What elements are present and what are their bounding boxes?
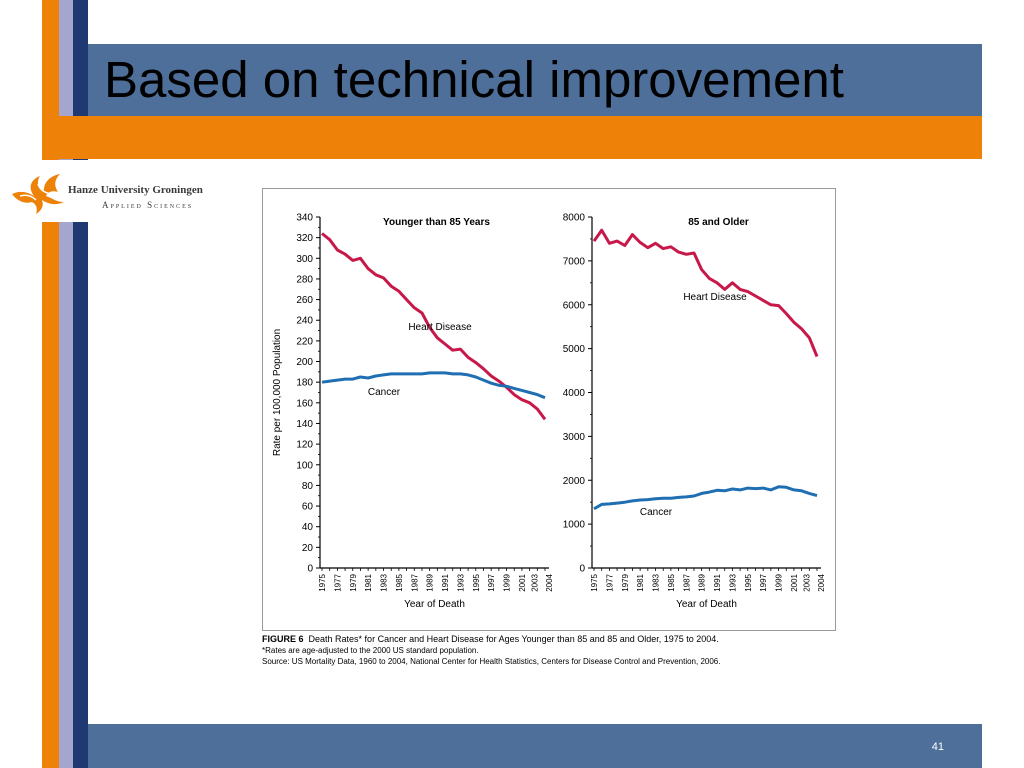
y-tick-label: 120 — [296, 440, 313, 451]
x-tick-label: 2003 — [530, 573, 539, 591]
figure-label: FIGURE 6 — [262, 634, 304, 644]
y-tick-label: 160 — [296, 398, 313, 409]
y-tick-label: 80 — [302, 481, 314, 492]
x-tick-label: 1993 — [728, 573, 737, 591]
y-tick-label: 220 — [296, 336, 313, 347]
x-tick-label: 2004 — [545, 573, 554, 591]
x-tick-label: 1989 — [698, 573, 707, 591]
y-tick-label: 5000 — [563, 344, 586, 355]
y-tick-label: 3000 — [563, 432, 586, 443]
y-tick-label: 100 — [296, 460, 313, 471]
x-tick-label: 1977 — [333, 573, 342, 591]
chart-younger-than-85: 0 20 40 60 80 100 120 140 160 180 200 220 240 260 280 3… — [272, 213, 554, 611]
x-tick-label: 1993 — [456, 573, 465, 591]
y-tick-label: 280 — [296, 274, 313, 285]
x-tick-label: 1995 — [472, 573, 481, 591]
x-tick-label: 1979 — [349, 573, 358, 591]
x-tick-label: 1983 — [380, 573, 389, 591]
charts-svg: 0 20 40 60 80 100 120 140 160 180 200 220 240 260 280 3… — [272, 213, 826, 611]
x-tick-label: 1983 — [652, 573, 661, 591]
page-number: 41 — [931, 741, 944, 753]
orange-header-band — [42, 116, 982, 159]
x-tick-label: 2001 — [790, 573, 799, 591]
y-tick-label: 40 — [302, 522, 314, 533]
x-tick-label: 1997 — [759, 573, 768, 591]
x-tick-label: 1985 — [667, 573, 676, 591]
y-axis-label: Rate per 100,000 Population — [272, 329, 283, 456]
y-tick-label: 7000 — [563, 256, 586, 267]
y-tick-label: 4000 — [563, 388, 586, 399]
logo-subtitle: Applied Sciences — [102, 200, 194, 210]
x-tick-label: 1975 — [590, 573, 599, 591]
y-tick-label: 140 — [296, 419, 313, 430]
x-tick-label: 1991 — [713, 573, 722, 591]
x-axis-label: Year of Death — [676, 599, 737, 610]
x-axis-label: Year of Death — [404, 599, 465, 610]
x-tick-label: 1999 — [775, 573, 784, 591]
series-line-cancer — [593, 485, 818, 511]
series-label-cancer: Cancer — [368, 387, 401, 398]
series-line-heart-disease — [321, 232, 547, 421]
y-tick-label: 8000 — [563, 213, 586, 224]
x-tick-label: 1975 — [318, 573, 327, 591]
x-tick-label: 1989 — [426, 573, 435, 591]
x-tick-label: 1991 — [441, 573, 450, 591]
y-tick-label: 20 — [302, 543, 314, 554]
y-tick-label: 180 — [296, 378, 313, 389]
y-tick-label: 320 — [296, 233, 313, 244]
y-tick-label: 300 — [296, 254, 313, 265]
x-tick-label: 1977 — [605, 573, 614, 591]
x-tick-label: 1987 — [410, 573, 419, 591]
series-label-heart-disease: Heart Disease — [408, 322, 472, 333]
x-tick-label: 2004 — [817, 573, 826, 591]
y-tick-label: 60 — [302, 502, 314, 513]
y-tick-label: 340 — [296, 213, 313, 224]
y-tick-label: 200 — [296, 357, 313, 368]
series-label-heart-disease: Heart Disease — [683, 292, 747, 303]
series-line-heart-disease — [592, 228, 819, 358]
x-tick-label: 2003 — [802, 573, 811, 591]
title-bar — [88, 44, 982, 116]
y-tick-label: 260 — [296, 295, 313, 306]
y-tick-label: 0 — [307, 564, 313, 575]
x-tick-label: 2001 — [518, 573, 527, 591]
series-label-cancer: Cancer — [640, 507, 673, 518]
figure-frame — [262, 188, 836, 631]
chart-title: Younger than 85 Years — [383, 217, 490, 228]
chart-title: 85 and Older — [688, 217, 749, 228]
series-line-cancer — [321, 371, 546, 400]
figure-caption: FIGURE 6 Death Rates* for Cancer and Hea… — [262, 634, 862, 667]
x-tick-label: 1979 — [621, 573, 630, 591]
x-tick-label: 1981 — [364, 573, 373, 591]
x-tick-label: 1999 — [503, 573, 512, 591]
figure-note: *Rates are age-adjusted to the 2000 US s… — [262, 646, 479, 655]
y-tick-label: 6000 — [563, 300, 586, 311]
x-tick-label: 1995 — [744, 573, 753, 591]
x-tick-label: 1987 — [682, 573, 691, 591]
x-tick-label: 1985 — [395, 573, 404, 591]
x-tick-label: 1981 — [636, 573, 645, 591]
y-tick-label: 1000 — [563, 520, 586, 531]
flame-logo-icon — [12, 174, 64, 214]
chart-85-and-older: 0 1000 2000 3000 4000 5000 6000 7000 8000 1975 197… — [563, 213, 826, 611]
figure-text: Death Rates* for Cancer and Heart Diseas… — [308, 634, 719, 644]
x-tick-label: 1997 — [487, 573, 496, 591]
footer-bar: 41 — [88, 724, 982, 768]
y-tick-label: 0 — [579, 564, 585, 575]
logo-name: Hanze University Groningen — [68, 184, 203, 196]
slide-title: Based on technical improvement — [104, 51, 844, 108]
figure-source: Source: US Mortality Data, 1960 to 2004,… — [262, 657, 721, 666]
y-tick-label: 2000 — [563, 476, 586, 487]
y-tick-label: 240 — [296, 316, 313, 327]
